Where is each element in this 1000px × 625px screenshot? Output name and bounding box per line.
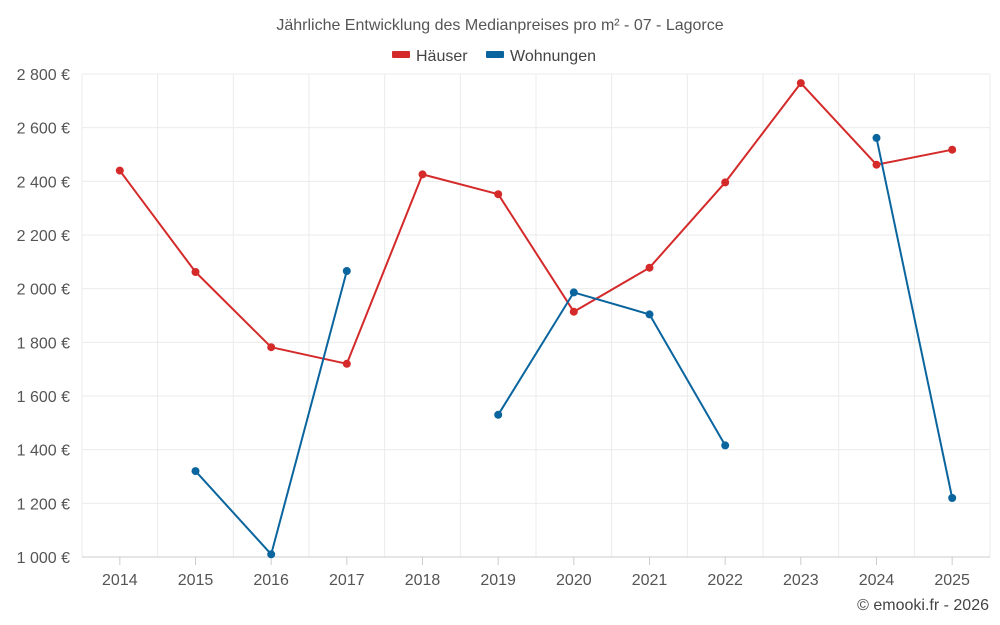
y-tick-label: 2 200 € [17,228,70,245]
data-point-haeuser-2015[interactable] [191,268,200,276]
y-tick-label: 2 600 € [17,121,70,138]
x-tick-label: 2017 [329,572,365,589]
legend-label-haeuser: Häuser [416,48,468,65]
y-tick-label: 1 000 € [17,550,70,567]
x-tick-label: 2014 [102,572,138,589]
legend-label-wohnungen: Wohnungen [510,48,596,65]
legend: Häuser Wohnungen [392,48,596,65]
x-tick-label: 2019 [480,572,516,589]
x-tick-label: 2016 [253,572,289,589]
data-point-haeuser-2025[interactable] [948,145,957,154]
data-point-wohnungen-2015[interactable] [191,467,200,476]
data-point-haeuser-2023[interactable] [796,79,805,88]
series-line-wohnungen [497,291,727,446]
data-point-haeuser-2021[interactable] [645,263,654,272]
y-tick-label: 1 200 € [17,496,70,513]
series-line-wohnungen [875,137,954,499]
y-tick-label: 1 600 € [17,389,70,406]
series-line-haeuser [118,82,953,365]
axes: 1 000 € 1 200 € 1 400 € 1 600 € 1 800 € 2 000… [17,67,990,589]
data-point-haeuser-2018[interactable] [418,170,427,179]
credit-text: © emooki.fr - 2026 [857,597,989,614]
series-line-wohnungen [194,270,348,556]
x-tick-label: 2021 [632,572,668,589]
y-tick-label: 2 800 € [17,67,70,84]
data-point-haeuser-2017[interactable] [342,359,351,368]
x-tick-label: 2023 [783,572,819,589]
data-point-wohnungen-2022[interactable] [721,441,730,450]
data-point-wohnungen-2024[interactable] [872,133,881,142]
legend-swatch-wohnungen [486,51,504,58]
data-point-haeuser-2014[interactable] [115,166,124,175]
x-tick-label: 2022 [707,572,743,589]
data-point-wohnungen-2016[interactable] [267,550,276,559]
legend-item-haeuser[interactable]: Häuser [392,48,468,65]
data-point-wohnungen-2020[interactable] [569,288,578,297]
x-tick-label: 2015 [178,572,214,589]
legend-item-wohnungen[interactable]: Wohnungen [486,48,596,65]
y-tick-label: 1 400 € [17,443,70,460]
data-point-haeuser-2016[interactable] [267,343,276,352]
data-point-wohnungen-2021[interactable] [645,310,654,319]
data-point-haeuser-2022[interactable] [721,178,730,187]
data-point-wohnungen-2019[interactable] [494,410,503,419]
x-tick-label: 2024 [859,572,895,589]
x-tick-label: 2018 [405,572,441,589]
chart-title: Jährliche Entwicklung des Medianpreises … [276,17,723,34]
data-point-haeuser-2019[interactable] [494,190,503,199]
grid [81,73,991,558]
data-point-haeuser-2024[interactable] [872,160,881,169]
legend-swatch-haeuser [392,51,410,58]
data-point-haeuser-2020[interactable] [569,307,578,316]
y-tick-label: 2 400 € [17,174,70,191]
y-tick-label: 1 800 € [17,335,70,352]
y-tick-label: 2 000 € [17,282,70,299]
data-point-wohnungen-2017[interactable] [342,267,351,275]
x-tick-label: 2025 [934,572,970,589]
series [115,79,957,559]
x-tick-label: 2020 [556,572,592,589]
data-point-wohnungen-2025[interactable] [948,494,957,502]
